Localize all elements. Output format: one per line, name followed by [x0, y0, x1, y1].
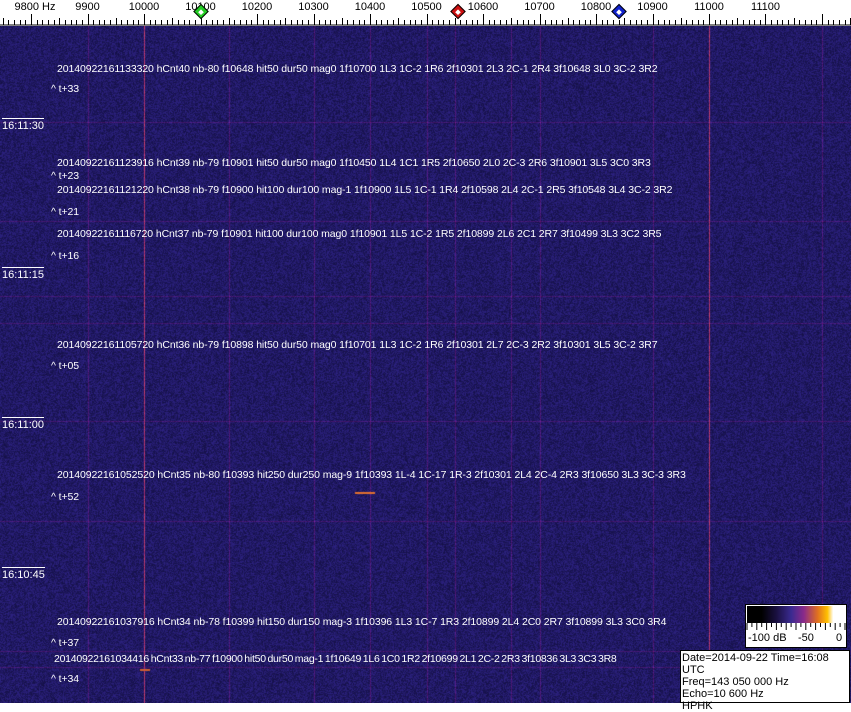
axis-tick-label: 10300 [298, 1, 329, 13]
detection-delta: ^ t+37 [51, 637, 79, 649]
time-label: 16:11:00 [2, 417, 45, 431]
detection-delta: ^ t+33 [51, 83, 79, 95]
time-label: 16:10:45 [2, 567, 45, 581]
info-freq: Freq=143 050 000 Hz [682, 676, 789, 688]
spectrogram-waterfall[interactable] [0, 26, 851, 703]
info-date-time: Date=2014-09-22 Time=16:08 UTC [682, 652, 829, 676]
axis-tick-label: 10600 [467, 1, 499, 13]
time-label: 16:11:30 [2, 118, 45, 132]
axis-tick-label: 11000 [694, 1, 724, 13]
axis-tick-label: 10500 [411, 1, 442, 13]
detection-delta: ^ t+21 [51, 206, 79, 218]
color-scale-ticks [746, 623, 846, 630]
detection-line: 20140922161133320 hCnt40 nb-80 f10648 hi… [57, 63, 658, 75]
axis-tick-label: 10900 [637, 1, 668, 13]
axis-tick-label: 10800 [580, 1, 612, 13]
axis-tick-label: 11100 [751, 1, 780, 13]
frequency-axis: 9800 Hz 99001000010100102001030010400105… [0, 0, 851, 26]
axis-tick-label: 10700 [524, 1, 555, 13]
detection-delta: ^ t+05 [51, 360, 79, 372]
axis-ticks [0, 14, 851, 26]
info-box: Date=2014-09-22 Time=16:08 UTC Freq=143 … [680, 650, 850, 712]
info-echo: Echo=10 600 Hz [682, 688, 764, 700]
detection-line: 20140922161123916 hCnt39 nb-79 f10901 hi… [57, 157, 651, 169]
color-scale-legend: -100 dB -50 0 [745, 604, 847, 648]
time-label: 16:11:15 [2, 267, 45, 281]
detection-delta: ^ t+34 [51, 673, 79, 685]
detection-line: 20140922161121220 hCnt38 nb-79 f10900 hi… [57, 184, 673, 196]
scale-label-max: 0 [836, 632, 843, 644]
axis-tick-label: 9900 [75, 1, 100, 13]
axis-tick-label: 10200 [241, 1, 273, 13]
detection-line: 20140922161105720 hCnt36 nb-79 f10898 hi… [57, 339, 658, 351]
detection-line: 20140922161052520 hCnt35 nb-80 f10393 hi… [57, 469, 686, 481]
detection-line: 20140922161037916 hCnt34 nb-78 f10399 hi… [57, 616, 667, 628]
detection-delta: ^ t+16 [51, 250, 79, 262]
scale-label-mid: -50 [798, 632, 814, 644]
info-station: HPHK [682, 700, 713, 712]
axis-tick-label: 10000 [128, 1, 160, 13]
detection-line: 20140922161116720 hCnt37 nb-79 f10901 hi… [57, 228, 662, 240]
axis-unit-label: 9800 Hz [14, 1, 56, 13]
scale-label-min: -100 dB [748, 632, 787, 644]
axis-tick-label: 10400 [354, 1, 386, 13]
detection-delta: ^ t+52 [51, 491, 79, 503]
detection-line: 20140922161034416 hCnt33 nb-77 f10900 hi… [54, 653, 617, 665]
detection-delta: ^ t+23 [51, 170, 79, 182]
color-gradient-bar [747, 606, 845, 623]
